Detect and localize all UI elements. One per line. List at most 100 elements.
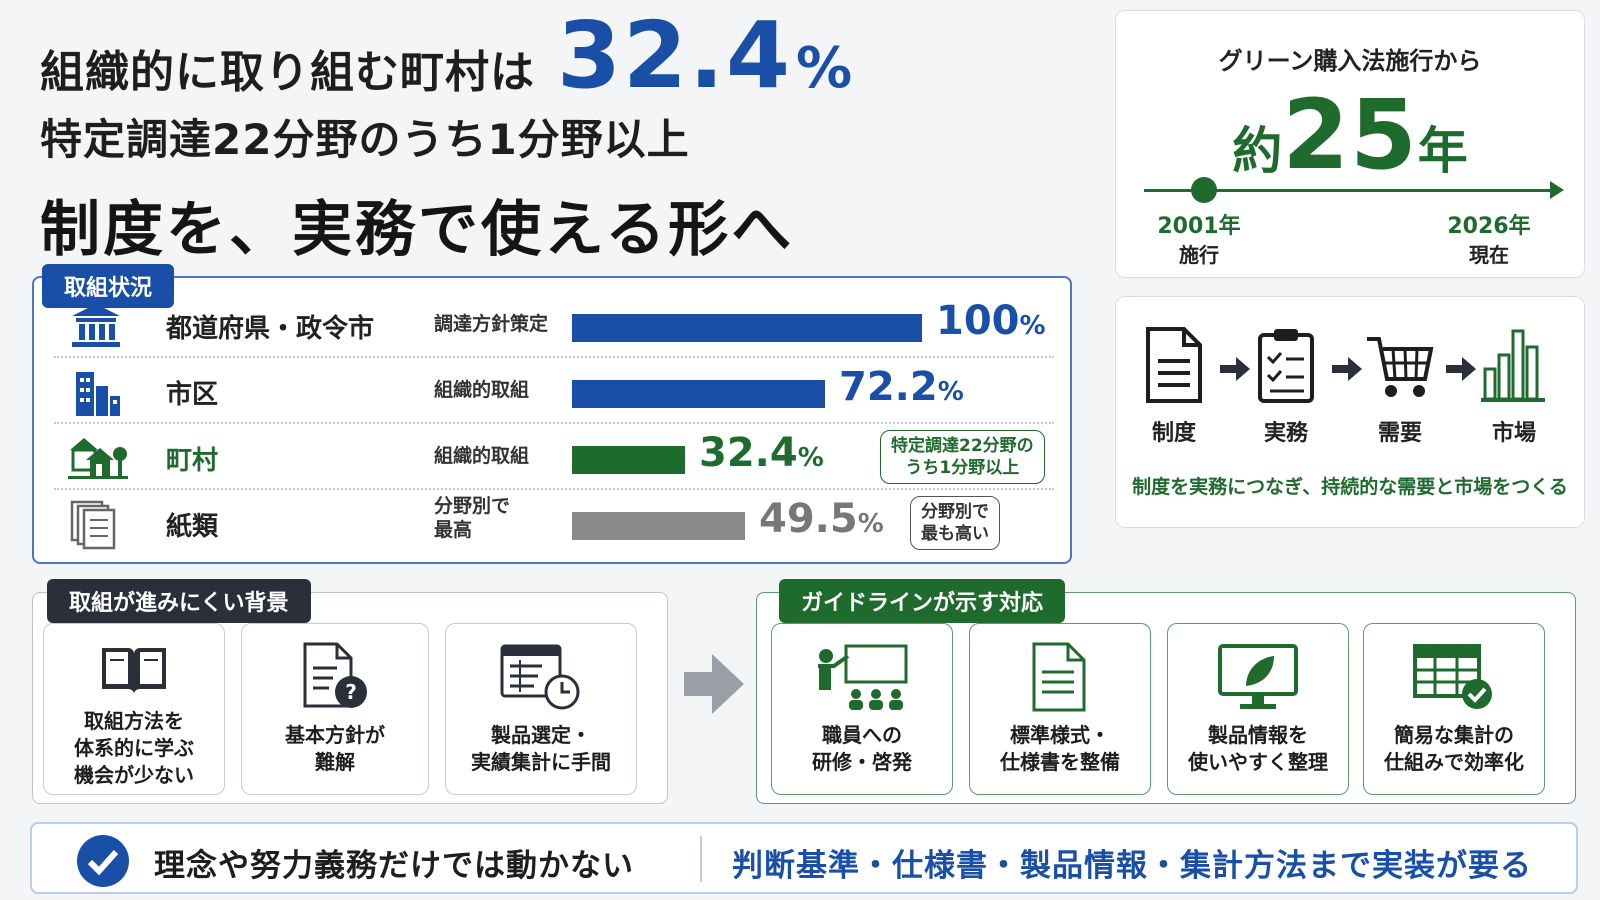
flow-card: 制度 実務 需要 市場 制度を実務につなぎ、持続的な需要と市場をつくる — [1115, 296, 1585, 528]
background-item-text: 製品選定・ 実績集計に手間 — [471, 723, 611, 774]
guideline-item-text: 標準様式・ 仕様書を整備 — [1000, 723, 1120, 774]
timeline-years: 約25年 — [1116, 79, 1584, 191]
timeline-start-year: 2001年 — [1157, 214, 1241, 239]
flow-step-label: 実務 — [1263, 421, 1308, 446]
background-item: ? 基本方針が 難解 — [241, 623, 429, 795]
timeline-caption: グリーン購入法施行から — [1218, 47, 1482, 75]
flow-step-label: 制度 — [1151, 421, 1196, 446]
status-percent: 32.4% — [699, 430, 824, 476]
flow-footer: 制度を実務につなぎ、持続的な需要と市場をつくる — [1132, 476, 1568, 498]
status-percent: 100% — [936, 298, 1046, 344]
paper-stack-icon — [68, 500, 128, 550]
timeline-prefix: 約 — [1232, 122, 1283, 180]
status-row-kind: 分野別で 最高 — [434, 495, 511, 541]
flow-step-label: 需要 — [1377, 421, 1422, 446]
background-panel: 取組が進みにくい背景 取組方法を 体系的に学ぶ 機会が少ない ? 基本方針が 難… — [32, 579, 668, 804]
status-row-kind: 組織的取組 — [434, 445, 530, 467]
government-building-icon — [68, 302, 128, 352]
background-item: 製品選定・ 実績集計に手間 — [445, 623, 637, 795]
guideline-item-text: 簡易な集計の 仕組みで効率化 — [1384, 723, 1524, 774]
spreadsheet-check-icon — [1413, 644, 1492, 709]
status-row-kind: 組織的取組 — [434, 379, 530, 401]
guideline-panel: ガイドラインが示す対応 職員への 研修・啓発 標準様式・ 仕様書を整備 製品情報… — [756, 579, 1576, 804]
status-percent: 49.5% — [759, 496, 884, 542]
headline-line2: 特定調達22分野のうち1分野以上 — [40, 115, 690, 164]
status-percent: 72.2% — [839, 364, 964, 410]
calendar-clock-icon — [500, 644, 580, 710]
status-bar — [572, 380, 825, 408]
flow-step-jitsumu: 実務 — [1246, 325, 1326, 447]
headline-big-unit: % — [796, 36, 853, 101]
status-unit: % — [857, 509, 884, 539]
status-tag: 取組状況 — [42, 264, 175, 308]
status-row: 紙類 分野別で 最高 49.5% 分野別で 最も高い — [54, 490, 1054, 556]
background-item: 取組方法を 体系的に学ぶ 機会が少ない — [43, 623, 225, 795]
status-row-kind: 調達方針策定 — [434, 313, 549, 335]
headline-line1: 組織的に取り組む町村は — [40, 47, 535, 98]
timeline-start-label: 施行 — [1179, 243, 1219, 267]
status-unit: % — [797, 443, 824, 473]
svg-text:?: ? — [345, 680, 357, 704]
background-tag: 取組が進みにくい背景 — [47, 579, 311, 623]
status-unit: % — [937, 377, 964, 407]
timeline-suffix: 年 — [1417, 122, 1468, 180]
status-value: 32.4 — [699, 430, 798, 476]
headline-line3: 制度を、実務で使える形へ — [40, 195, 795, 265]
status-row-name: 市区 — [166, 380, 219, 410]
training-presentation-icon — [818, 644, 908, 710]
houses-trees-icon — [68, 434, 128, 484]
status-value: 100 — [936, 298, 1020, 344]
banner-right-text: 判断基準・仕様書・製品情報・集計方法まで実装が要る — [732, 848, 1532, 884]
banner-left-text: 理念や努力義務だけでは動かない — [154, 848, 634, 884]
guideline-item-text: 職員への 研修・啓発 — [812, 723, 912, 774]
flow-step-shijo: 市場 — [1474, 325, 1554, 447]
document-question-icon: ? — [303, 642, 367, 708]
status-bar — [572, 314, 922, 342]
transition-arrow-icon — [684, 654, 744, 714]
timeline-end-year: 2026年 — [1447, 214, 1531, 239]
status-unit: % — [1019, 311, 1046, 341]
timeline-arrow-icon — [1550, 181, 1564, 199]
document-icon — [1146, 327, 1202, 403]
guideline-item: 簡易な集計の 仕組みで効率化 — [1363, 623, 1545, 795]
monitor-leaf-icon — [1218, 644, 1298, 709]
timeline-start-dot — [1191, 177, 1217, 203]
status-row: 都道府県・政令市 調達方針策定 100% — [54, 292, 1054, 358]
headline: 組織的に取り組む町村は 32.4 % 特定調達22分野のうち1分野以上 制度を、… — [40, 6, 1080, 268]
bar-chart-icon — [1481, 329, 1545, 402]
bottom-banner: 理念や努力義務だけでは動かない 判断基準・仕様書・製品情報・集計方法まで実装が要… — [30, 822, 1578, 894]
timeline-years-value: 25 — [1282, 79, 1418, 191]
arrow-right-icon — [1332, 357, 1362, 381]
flow-step-label: 市場 — [1491, 421, 1536, 446]
status-row-name: 都道府県・政令市 — [166, 314, 375, 344]
guideline-item: 職員への 研修・啓発 — [771, 623, 953, 795]
guideline-item: 製品情報を 使いやすく整理 — [1167, 623, 1349, 795]
timeline-card: グリーン購入法施行から 約25年 2001年 施行 2026年 現在 — [1115, 10, 1585, 278]
guideline-item-text: 製品情報を 使いやすく整理 — [1188, 723, 1328, 774]
status-value: 49.5 — [759, 496, 858, 542]
document-icon — [1032, 642, 1086, 712]
guideline-item: 標準様式・ 仕様書を整備 — [969, 623, 1151, 795]
guideline-tag: ガイドラインが示す対応 — [779, 579, 1066, 623]
flow-step-juyo: 需要 — [1360, 325, 1440, 447]
flow-step-seido: 制度 — [1134, 325, 1214, 447]
status-note: 分野別で 最も高い — [910, 496, 1000, 550]
status-row-name: 町村 — [166, 446, 219, 476]
timeline-end-label: 現在 — [1469, 243, 1509, 267]
cart-icon — [1367, 337, 1434, 397]
checklist-icon — [1258, 329, 1314, 403]
open-book-icon — [102, 648, 166, 694]
headline-big-value: 32.4 — [557, 2, 792, 109]
status-bar — [572, 512, 745, 540]
status-panel: 取組状況 都道府県・政令市 調達方針策定 100% 市区 組織的取組 72.2% 町村 組織的… — [32, 264, 1072, 564]
background-item-text: 基本方針が 難解 — [285, 723, 385, 774]
status-value: 72.2 — [839, 364, 938, 410]
status-note: 特定調達22分野の うち1分野以上 — [880, 430, 1045, 484]
timeline-start: 2001年 施行 — [1144, 213, 1254, 269]
status-row: 市区 組織的取組 72.2% — [54, 358, 1054, 424]
timeline-end: 2026年 現在 — [1434, 213, 1544, 269]
timeline-line — [1144, 189, 1554, 192]
status-row-name: 紙類 — [166, 512, 219, 542]
arrow-right-icon — [1220, 357, 1250, 381]
arrow-right-icon — [1446, 357, 1476, 381]
